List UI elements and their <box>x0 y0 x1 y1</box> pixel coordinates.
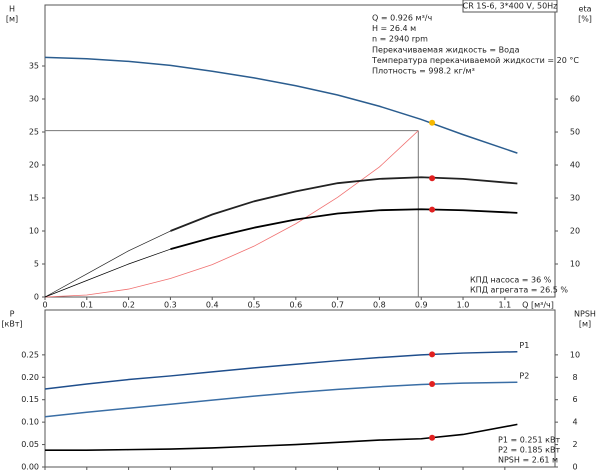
info-text: n = 2940 rpm <box>372 35 428 44</box>
curve <box>170 208 518 251</box>
note-text: КПД агрегата = 26.5 % <box>470 286 568 295</box>
x-tick-label: 0.4 <box>206 301 219 310</box>
top-frame <box>44 4 556 298</box>
y-tick-label: 0.10 <box>21 418 39 427</box>
title-box <box>462 0 558 13</box>
y-tick-label: 15 <box>29 193 39 202</box>
x-tick-label: 0.8 <box>373 301 386 310</box>
y2-tick-label: 4 <box>572 418 577 427</box>
y-tick-label: 0.25 <box>21 350 39 359</box>
y-tick-label: 35 <box>29 61 39 70</box>
y-axis-label: P <box>10 310 15 319</box>
info-text: Q = 0.926 м³/ч <box>372 14 432 23</box>
y2-tick-label: 0 <box>572 463 577 472</box>
info-text: Плотность = 998.2 кг/м³ <box>372 67 475 76</box>
x-tick-label: 0.7 <box>331 301 344 310</box>
info-text: Перекачиваемая жидкость = Вода <box>372 45 520 54</box>
x-tick-label: 0.6 <box>289 301 302 310</box>
operating-point <box>429 175 436 182</box>
info-text: Температура перекачиваемой жидкости = 20… <box>371 56 579 65</box>
operating-point <box>429 381 436 388</box>
y-tick-label: 0 <box>34 293 39 302</box>
operating-point <box>429 206 436 213</box>
x-tick-label: 0 <box>42 301 47 310</box>
curve <box>44 350 518 390</box>
x-tick-label: 0.2 <box>122 301 135 310</box>
info-text: P1 = 0.251 кВт <box>498 436 560 445</box>
x-tick-label: 0.5 <box>248 301 261 310</box>
x-tick-label: 1.0 <box>457 301 470 310</box>
y-tick-label: 25 <box>29 127 39 136</box>
curve <box>44 56 518 154</box>
y2-tick-label: 2 <box>572 440 577 449</box>
y2-axis-label: [м] <box>579 320 591 329</box>
y-axis-label: H <box>9 5 15 14</box>
y2-tick-label: 50 <box>570 128 580 137</box>
y2-tick-label: 10 <box>570 350 580 359</box>
y-tick-label: 20 <box>29 160 39 169</box>
curve <box>45 423 518 451</box>
y2-axis-label: [%] <box>578 15 592 24</box>
y2-tick-label: 40 <box>570 161 580 170</box>
series-label: P2 <box>519 372 529 381</box>
bottom-frame <box>44 309 556 468</box>
y2-tick-label: 10 <box>570 260 580 269</box>
y2-tick-label: 8 <box>572 373 577 382</box>
y-axis-label: [м] <box>6 15 18 24</box>
series-label: P1 <box>519 341 529 350</box>
info-text: P2 = 0.185 кВт <box>498 446 560 455</box>
curve <box>44 230 171 298</box>
y-tick-label: 0.00 <box>21 463 39 472</box>
x-tick-label: 0.3 <box>164 301 177 310</box>
y-tick-label: 10 <box>29 226 39 235</box>
y2-tick-label: 20 <box>570 227 580 236</box>
y2-tick-label: 30 <box>570 194 580 203</box>
y2-axis-label: NPSH <box>574 310 596 319</box>
x-tick-label: 0.1 <box>80 301 93 310</box>
y-tick-label: 5 <box>34 259 39 268</box>
y2-tick-label: 6 <box>572 395 577 404</box>
operating-point <box>429 434 436 441</box>
x-axis-label: Q [м³/ч] <box>522 301 554 310</box>
operating-point <box>429 119 436 126</box>
y-tick-label: 30 <box>29 94 39 103</box>
y-tick-label: 0.20 <box>21 373 39 382</box>
curve <box>44 130 419 298</box>
operating-point <box>429 351 436 358</box>
info-text: H = 26.4 м <box>372 24 416 33</box>
chart-title: CR 1S-6, 3*400 V, 50Hz <box>463 2 558 11</box>
curve <box>44 381 518 418</box>
curve <box>44 248 171 298</box>
y2-tick-label: 60 <box>570 95 580 104</box>
curve <box>170 176 518 232</box>
info-text: NPSH = 2.61 м <box>498 456 558 465</box>
y-tick-label: 0.05 <box>21 440 39 449</box>
note-text: КПД насоса = 36 % <box>470 276 552 285</box>
y-axis-label: [кВт] <box>1 320 22 329</box>
x-tick-label: 1.1 <box>498 301 511 310</box>
y2-axis-label: eta <box>579 5 592 14</box>
x-tick-label: 0.9 <box>415 301 428 310</box>
y-tick-label: 0.15 <box>21 395 39 404</box>
